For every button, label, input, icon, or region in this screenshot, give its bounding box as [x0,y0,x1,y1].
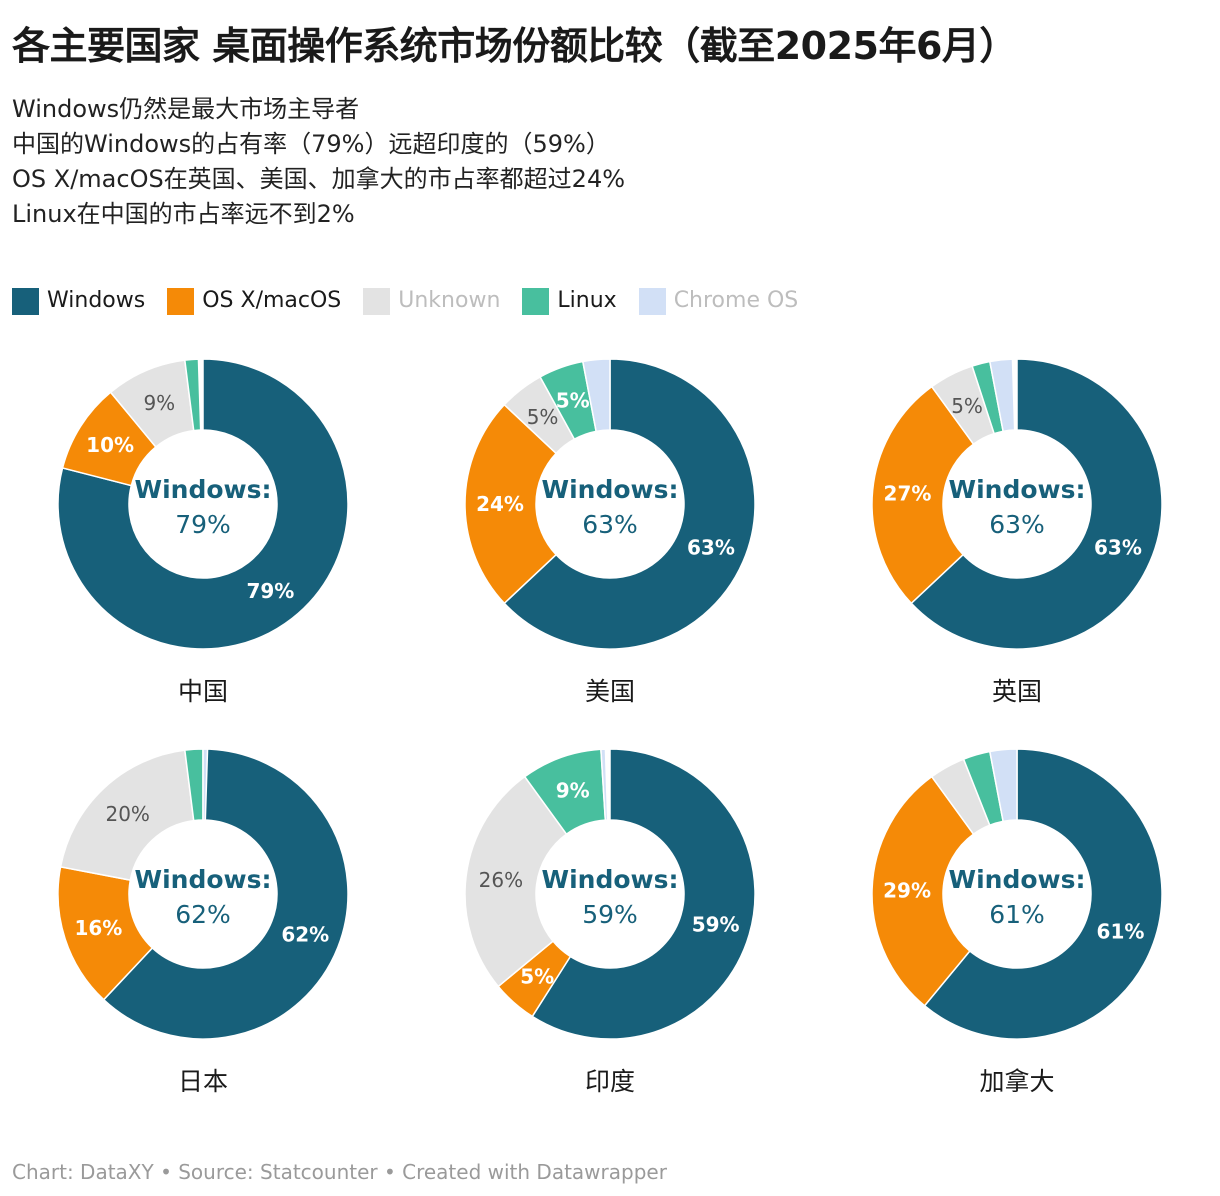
chart-footer: Chart: DataXY • Source: Statcounter • Cr… [12,1160,667,1184]
data-label-unknown: 5% [951,394,983,418]
legend-swatch-chromeos [638,287,666,315]
legend-item-chromeos[interactable]: Chrome OS [638,286,799,316]
donut-title: 美国 [585,677,635,706]
center-label: Windows: [542,865,679,894]
center-value: 61% [989,900,1045,929]
donut-4: 62% 16% 20% Windows: 62% 日本 [57,748,349,1096]
legend-swatch-macos [167,287,195,315]
slice-windows[interactable] [102,748,349,1040]
subtitle-line-1: Windows仍然是最大市场主导者 [12,95,360,123]
donut-title: 中国 [178,677,228,706]
center-label: Windows: [542,475,679,504]
data-label-windows: 63% [1094,536,1142,560]
chart-title: 各主要国家 桌面操作系统市场份额比较（截至2025年6月） [12,24,1017,68]
slice-os-x-macos[interactable] [871,775,975,1007]
data-label-os-x-macos: 5% [520,965,554,989]
legend-item-macos[interactable]: OS X/macOS [167,286,341,316]
subtitle-line-4: Linux在中国的市占率远不到2% [12,200,355,228]
data-label-windows: 59% [692,913,740,937]
donut-title: 英国 [992,677,1042,706]
legend-item-windows[interactable]: Windows [12,286,145,316]
center-value: 63% [582,510,638,539]
data-label-os-x-macos: 27% [884,482,932,506]
slice-windows[interactable] [910,358,1163,650]
chart-subtitle: Windows仍然是最大市场主导者 中国的Windows的占有率（79%）远超印… [12,92,625,232]
donut-2: 63% 24% 5%5% Windows: 63% 美国 [464,358,756,706]
legend-label-macos: OS X/macOS [202,288,342,313]
data-label-linux: 9% [556,779,590,803]
center-value: 59% [582,900,638,929]
donut-3: 63% 27% 5% Windows: 63% 英国 [871,358,1163,706]
slice-linux[interactable] [183,358,202,432]
data-label-windows: 79% [246,579,294,603]
legend: Windows OS X/macOS Unknown Linux Chrome … [12,286,798,316]
legend-swatch-windows [12,287,39,315]
legend-label-linux: Linux [557,288,617,313]
slice-chrome-os[interactable] [581,358,611,433]
center-label: Windows: [135,475,272,504]
donut-6: 61% 29% Windows: 61% 加拿大 [871,748,1163,1096]
data-label-os-x-macos: 10% [86,433,134,457]
data-label-unknown: 9% [143,391,175,415]
slice-windows[interactable] [503,358,756,650]
slice-os-x-macos[interactable] [871,385,975,605]
slice-chrome-os[interactable] [600,748,609,821]
data-label-windows: 62% [281,922,329,946]
donut-title: 加拿大 [979,1067,1054,1096]
data-label-os-x-macos: 24% [476,492,524,516]
subtitle-line-2: 中国的Windows的占有率（79%）远超印度的（59%） [12,130,610,158]
slice-chrome-os[interactable] [988,358,1016,433]
slice-chrome-os[interactable] [202,748,209,821]
subtitle-line-3: OS X/macOS在英国、美国、加拿大的市占率都超过24% [12,165,626,193]
data-label-windows: 63% [687,536,735,560]
data-label-windows: 61% [1097,919,1145,943]
data-label-os-x-macos: 29% [883,879,931,903]
legend-item-linux[interactable]: Linux [522,286,617,316]
slice-windows[interactable] [531,748,756,1040]
slice-unknown[interactable] [59,749,195,882]
center-value: 79% [175,510,231,539]
slice-windows[interactable] [923,748,1163,1040]
data-label-unknown: 20% [105,802,149,826]
center-label: Windows: [949,865,1086,894]
legend-swatch-unknown [363,287,391,315]
data-label-unknown: 26% [479,868,523,892]
data-label-os-x-macos: 16% [74,916,122,940]
center-value: 62% [175,900,231,929]
data-label-unknown: 5% [527,405,559,429]
data-label-linux: 5% [556,389,590,413]
center-value: 63% [989,510,1045,539]
donut-5: 59% 5% 26% 9% Windows: 59% 印度 [464,748,756,1096]
center-label: Windows: [949,475,1086,504]
legend-label-windows: Windows [47,288,146,313]
legend-label-chromeos: Chrome OS [673,288,799,313]
center-label: Windows: [135,865,272,894]
legend-swatch-linux [522,287,550,315]
slice-os-x-macos[interactable] [464,403,558,605]
slice-windows[interactable] [57,358,349,650]
slice-unknown[interactable] [464,775,568,988]
slice-chrome-os[interactable] [988,748,1018,823]
donut-1: 79% 10% 9% Windows: 79% 中国 [57,358,349,706]
donut-title: 日本 [178,1067,228,1096]
legend-label-unknown: Unknown [398,288,501,313]
legend-item-unknown[interactable]: Unknown [363,286,500,316]
donut-title: 印度 [585,1067,635,1096]
